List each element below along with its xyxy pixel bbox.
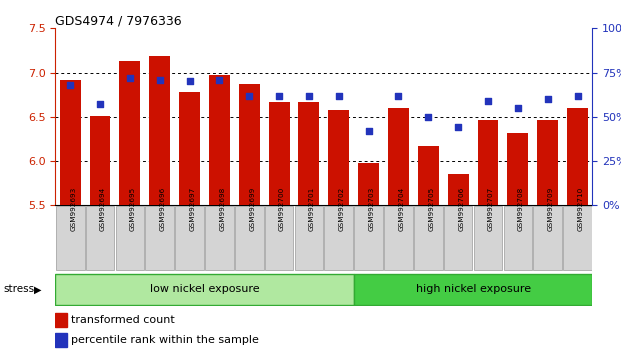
Bar bbox=[55, 333, 67, 347]
Bar bbox=[179, 92, 200, 205]
Bar bbox=[448, 175, 469, 205]
Text: GSM992695: GSM992695 bbox=[130, 187, 136, 231]
Point bbox=[155, 77, 165, 82]
Bar bbox=[478, 120, 499, 205]
Text: GSM992703: GSM992703 bbox=[369, 187, 374, 231]
Text: GSM992701: GSM992701 bbox=[309, 187, 315, 231]
Bar bbox=[209, 75, 230, 205]
Point bbox=[513, 105, 523, 111]
Bar bbox=[384, 206, 413, 270]
Bar bbox=[563, 206, 592, 270]
Bar bbox=[358, 163, 379, 205]
Point bbox=[364, 128, 374, 134]
Text: high nickel exposure: high nickel exposure bbox=[415, 284, 530, 295]
Bar bbox=[56, 206, 84, 270]
Text: low nickel exposure: low nickel exposure bbox=[150, 284, 260, 295]
Bar bbox=[329, 110, 349, 205]
Bar bbox=[507, 133, 528, 205]
Bar bbox=[149, 56, 170, 205]
Point bbox=[304, 93, 314, 98]
Text: GSM992704: GSM992704 bbox=[399, 187, 404, 231]
Point bbox=[334, 93, 344, 98]
Point bbox=[244, 93, 254, 98]
Bar bbox=[537, 120, 558, 205]
Bar bbox=[444, 206, 473, 270]
Text: GSM992698: GSM992698 bbox=[219, 187, 225, 231]
Point bbox=[483, 98, 493, 104]
Point bbox=[65, 82, 75, 88]
Point bbox=[453, 125, 463, 130]
Text: GSM992707: GSM992707 bbox=[488, 187, 494, 231]
Text: percentile rank within the sample: percentile rank within the sample bbox=[71, 335, 259, 345]
Bar bbox=[355, 206, 383, 270]
Bar bbox=[60, 80, 81, 205]
Point bbox=[543, 96, 553, 102]
Bar bbox=[299, 102, 319, 205]
Bar bbox=[89, 116, 111, 205]
Text: GSM992700: GSM992700 bbox=[279, 187, 285, 231]
Bar bbox=[324, 206, 353, 270]
Text: GSM992705: GSM992705 bbox=[428, 187, 434, 231]
Bar bbox=[239, 84, 260, 205]
Text: GSM992694: GSM992694 bbox=[100, 187, 106, 231]
Point bbox=[184, 79, 194, 84]
Bar bbox=[418, 146, 439, 205]
Text: GSM992706: GSM992706 bbox=[458, 187, 464, 231]
Text: GSM992699: GSM992699 bbox=[249, 187, 255, 231]
Point bbox=[424, 114, 433, 120]
Text: GSM992708: GSM992708 bbox=[518, 187, 524, 231]
Bar bbox=[388, 108, 409, 205]
Point bbox=[214, 77, 224, 82]
Point bbox=[573, 93, 582, 98]
Bar bbox=[567, 108, 588, 205]
Bar bbox=[205, 206, 233, 270]
Bar bbox=[235, 206, 263, 270]
Bar bbox=[414, 206, 443, 270]
Text: GSM992696: GSM992696 bbox=[160, 187, 166, 231]
Bar bbox=[269, 102, 289, 205]
Text: GSM992709: GSM992709 bbox=[548, 187, 554, 231]
Bar bbox=[55, 274, 354, 304]
Point bbox=[274, 93, 284, 98]
Bar bbox=[474, 206, 502, 270]
Bar bbox=[145, 206, 174, 270]
Text: GSM992693: GSM992693 bbox=[70, 187, 76, 231]
Bar bbox=[86, 206, 114, 270]
Text: GSM992697: GSM992697 bbox=[189, 187, 196, 231]
Text: GDS4974 / 7976336: GDS4974 / 7976336 bbox=[55, 14, 182, 27]
Point bbox=[394, 93, 404, 98]
Bar bbox=[116, 206, 144, 270]
Bar bbox=[504, 206, 532, 270]
Point bbox=[125, 75, 135, 81]
Bar bbox=[119, 61, 140, 205]
Text: stress: stress bbox=[3, 284, 34, 295]
Bar bbox=[354, 274, 592, 304]
Text: ▶: ▶ bbox=[34, 284, 41, 295]
Bar bbox=[175, 206, 204, 270]
Text: transformed count: transformed count bbox=[71, 315, 175, 325]
Bar bbox=[55, 313, 67, 327]
Point bbox=[95, 102, 105, 107]
Text: GSM992710: GSM992710 bbox=[578, 187, 584, 231]
Bar bbox=[294, 206, 324, 270]
Bar bbox=[265, 206, 293, 270]
Text: GSM992702: GSM992702 bbox=[339, 187, 345, 231]
Bar bbox=[533, 206, 562, 270]
